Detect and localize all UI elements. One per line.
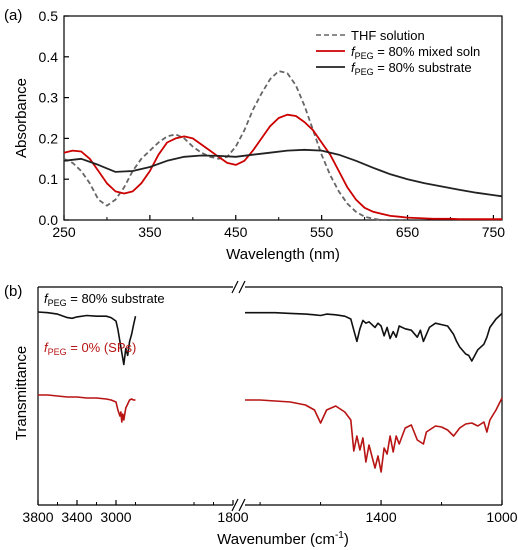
x-tick-label: 3000 <box>100 509 131 525</box>
y-tick-label: 0.0 <box>39 212 59 228</box>
y-tick-label: 0.3 <box>39 90 59 106</box>
axis-break-mark <box>231 498 239 512</box>
panel-b-plot-frame <box>37 280 503 512</box>
x-tick-label: 650 <box>396 224 420 240</box>
panel-a-series <box>63 70 503 221</box>
x-tick-label: 1800 <box>217 509 248 525</box>
axis-break-mark <box>238 498 246 512</box>
series-substrate <box>63 148 503 198</box>
x-tick-label: 1000 <box>486 509 517 525</box>
panel-b-series <box>37 311 503 473</box>
x-tick-label: 350 <box>138 224 162 240</box>
x-tick-label: 3800 <box>22 509 53 525</box>
series-label-sps: fPEG = 0% (SPs) <box>44 340 136 357</box>
series-mixed-soln <box>63 113 502 221</box>
axis-break-mark <box>231 280 239 294</box>
panel-a-ticks: 250 350 450 550 650 750 0.0 0.1 0.2 0.3 0.4 0.5 <box>39 8 506 240</box>
panel-a-label: (a) <box>4 7 22 24</box>
y-tick-label: 0.2 <box>39 130 59 146</box>
x-tick-label: 250 <box>52 224 76 240</box>
panel-a-ylabel: Absorbance <box>13 78 30 158</box>
series-substrate-ir <box>245 311 503 362</box>
x-tick-label: 750 <box>482 224 506 240</box>
panel-b: (b) 3800 3400 3000 1800 1400 1000 fPEG = 80% … <box>4 280 518 548</box>
y-tick-label: 0.1 <box>39 171 59 187</box>
series-sps-ir <box>245 397 503 473</box>
legend-label-substrate: fPEG = 80% substrate <box>351 60 472 77</box>
y-tick-label: 0.4 <box>39 49 59 65</box>
x-tick-label: 550 <box>310 224 334 240</box>
series-substrate-ir <box>37 311 137 366</box>
x-tick-label: 1400 <box>365 509 396 525</box>
panel-b-label: (b) <box>4 283 22 300</box>
panel-a-legend: THF solution fPEG = 80% mixed soln fPEG … <box>316 28 480 77</box>
panel-b-ticks: 3800 3400 3000 1800 1400 1000 <box>22 500 518 525</box>
series-sps-ir <box>38 394 136 423</box>
series-thf-solution <box>63 70 408 221</box>
panel-b-xlabel: Wavenumber (cm-1) <box>217 530 349 548</box>
panel-a-xlabel: Wavelength (nm) <box>226 246 340 263</box>
x-tick-label: 450 <box>224 224 248 240</box>
panel-a-plot-frame <box>63 15 503 221</box>
y-tick-label: 0.5 <box>39 8 59 24</box>
legend-label-mixed: fPEG = 80% mixed soln <box>351 44 480 61</box>
x-tick-label: 3400 <box>61 509 92 525</box>
axis-break-mark <box>238 280 246 294</box>
legend-label-thf: THF solution <box>351 28 425 43</box>
series-label-substrate: fPEG = 80% substrate <box>44 291 165 308</box>
panel-a: (a) 250 350 450 550 650 750 0.0 0.1 0.2 0.3 0.4 0.5… <box>4 7 505 263</box>
panel-b-ylabel: Transmittance <box>13 346 30 440</box>
